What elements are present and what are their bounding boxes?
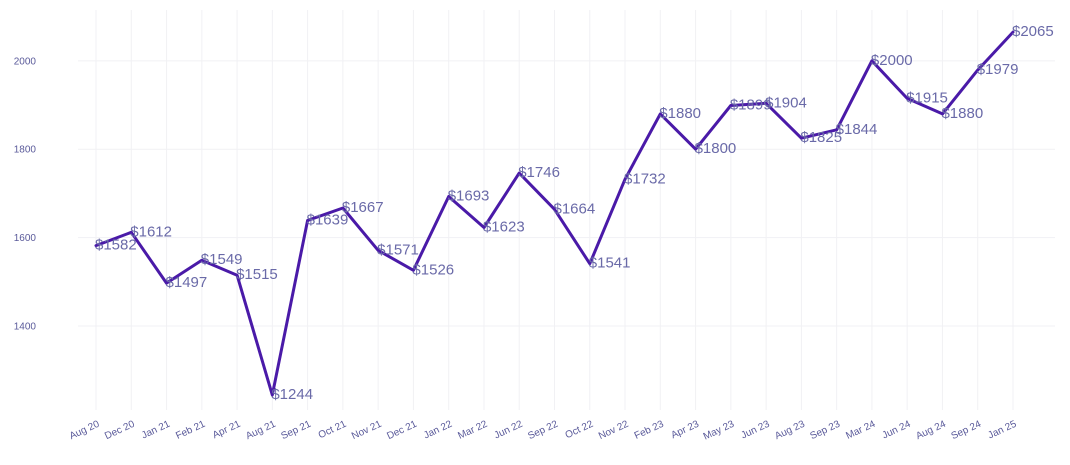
data-label: $1979 xyxy=(977,61,1019,78)
x-axis: Aug 20 Dec 20 Jan 21 Feb 21 Apr 21 Aug 21 Sep … xyxy=(68,419,1019,443)
data-label: $1526 xyxy=(412,261,454,278)
x-tick-label: Nov 22 xyxy=(597,419,631,443)
x-tick-label: May 23 xyxy=(702,419,737,443)
data-label: $1904 xyxy=(765,94,807,111)
y-tick-label: 2000 xyxy=(14,56,37,67)
x-tick-label: Aug 20 xyxy=(68,419,102,443)
data-label: $1497 xyxy=(166,274,208,291)
x-tick-label: Oct 22 xyxy=(564,419,596,442)
data-label: $1639 xyxy=(307,211,349,228)
data-label: $1880 xyxy=(659,105,701,122)
x-tick-label: Jan 21 xyxy=(140,419,172,442)
x-tick-label: Jun 24 xyxy=(881,419,913,442)
data-label: $1844 xyxy=(836,121,878,138)
data-labels: $1582$1612 $1497 $1549$1515 $1244 $1639$1667… xyxy=(95,23,1054,403)
x-tick-label: Feb 21 xyxy=(174,419,207,442)
x-tick-label: Jun 23 xyxy=(740,419,772,442)
series-line xyxy=(94,30,1015,397)
data-label: $1800 xyxy=(695,140,737,157)
data-label: $1746 xyxy=(518,164,560,181)
data-label: $1667 xyxy=(342,199,384,216)
x-tick-label: Jan 22 xyxy=(422,419,454,442)
x-tick-label: Dec 21 xyxy=(385,419,419,443)
data-label: $1541 xyxy=(589,255,631,272)
x-tick-label: Apr 23 xyxy=(669,419,701,442)
data-label: $1899 xyxy=(730,96,772,113)
data-label: $1515 xyxy=(236,266,278,283)
data-label: $1623 xyxy=(483,218,525,235)
data-label: $1571 xyxy=(377,241,419,258)
data-label: $1825 xyxy=(800,129,842,146)
data-label: $2065 xyxy=(1012,23,1054,40)
x-tick-label: Sep 21 xyxy=(280,419,314,443)
y-tick-label: 1800 xyxy=(14,145,37,156)
x-tick-label: Aug 24 xyxy=(914,419,948,443)
data-label: $1664 xyxy=(554,200,596,217)
data-label: $1915 xyxy=(906,89,948,106)
x-tick-label: Nov 21 xyxy=(350,419,384,443)
data-label: $1612 xyxy=(130,223,172,240)
x-tick-label: Sep 22 xyxy=(526,419,560,443)
data-label: $2000 xyxy=(871,52,913,69)
x-tick-label: Dec 20 xyxy=(103,419,137,443)
x-tick-label: Mar 24 xyxy=(844,419,877,442)
y-axis: 1400 1600 1800 2000 xyxy=(14,56,37,332)
x-tick-label: Apr 21 xyxy=(211,419,243,442)
x-tick-label: Jun 22 xyxy=(493,419,525,442)
x-tick-label: Aug 21 xyxy=(244,419,278,443)
x-tick-label: Sep 24 xyxy=(950,419,984,443)
data-label: $1693 xyxy=(448,188,490,205)
x-tick-label: Mar 22 xyxy=(456,419,489,442)
y-tick-label: 1600 xyxy=(14,233,37,244)
x-tick-label: Jan 25 xyxy=(986,419,1018,442)
x-tick-label: Sep 23 xyxy=(809,419,843,443)
data-label: $1549 xyxy=(201,251,243,268)
series-price xyxy=(94,30,1015,397)
data-label: $1732 xyxy=(624,170,666,187)
y-tick-label: 1400 xyxy=(14,322,37,333)
x-tick-label: Feb 23 xyxy=(633,419,666,442)
data-label: $1880 xyxy=(941,105,983,122)
x-tick-label: Oct 21 xyxy=(317,419,349,442)
x-tick-label: Aug 23 xyxy=(773,419,807,443)
data-label: $1582 xyxy=(95,237,137,254)
data-label: $1244 xyxy=(271,386,313,403)
